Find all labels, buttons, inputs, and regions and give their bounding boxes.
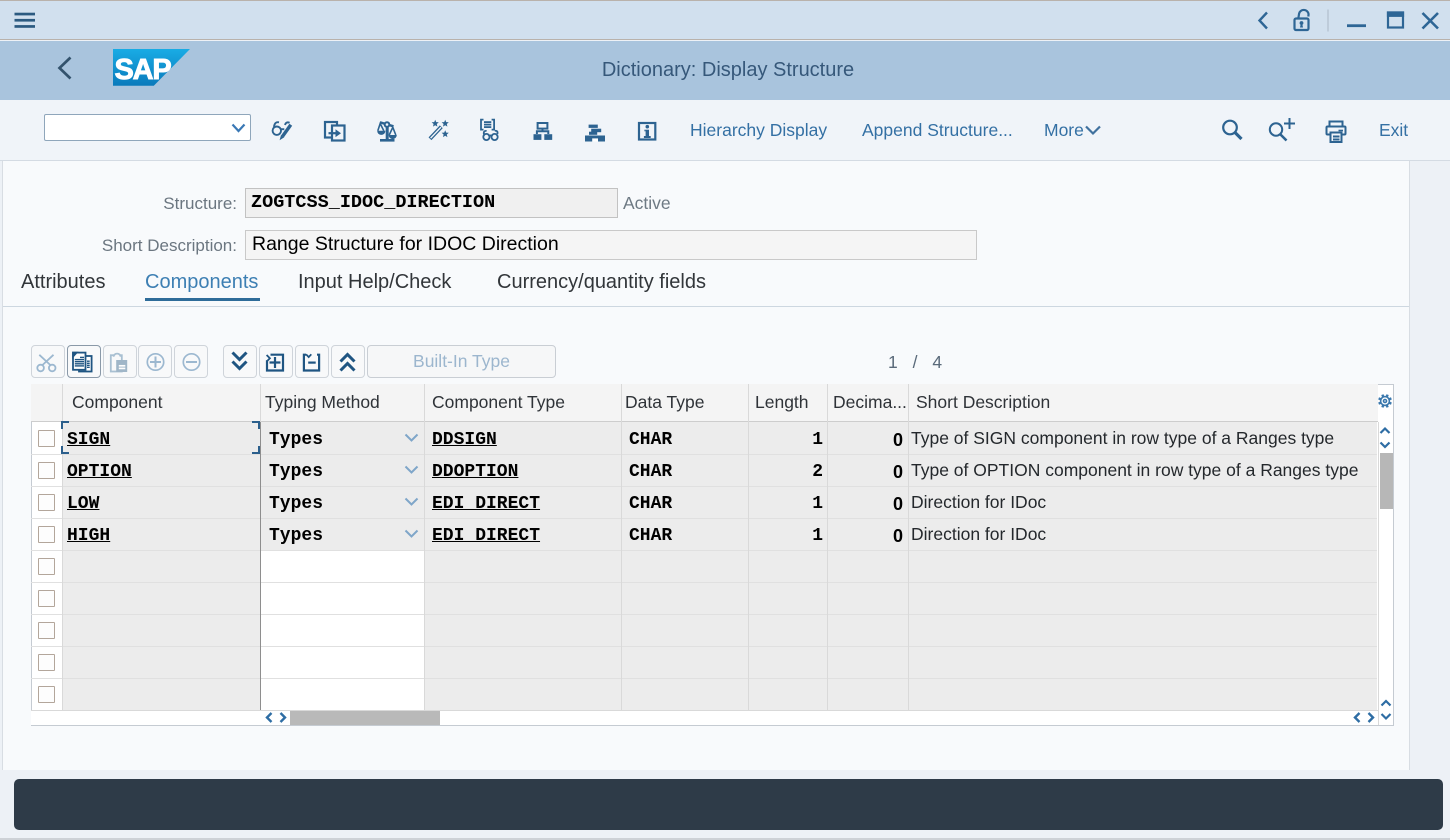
- svg-text:SAP: SAP: [115, 54, 172, 86]
